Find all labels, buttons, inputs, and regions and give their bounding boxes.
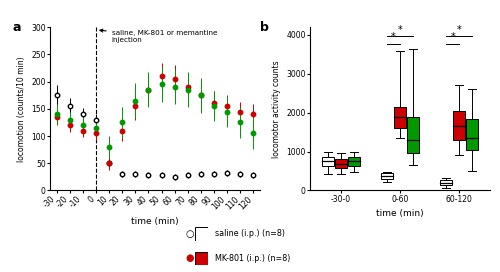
Text: saline (i.p.) (n=8): saline (i.p.) (n=8): [215, 229, 285, 239]
Bar: [335, 159, 346, 168]
Y-axis label: locomotor activity counts: locomotor activity counts: [272, 60, 281, 157]
Bar: [394, 107, 406, 128]
Y-axis label: locomotion (counts/10 min): locomotion (counts/10 min): [16, 56, 26, 162]
Text: ○: ○: [186, 229, 194, 239]
Text: *: *: [391, 32, 396, 42]
Text: b: b: [260, 21, 268, 34]
Text: ●: ●: [186, 254, 194, 263]
Bar: [466, 119, 478, 150]
X-axis label: time (min): time (min): [131, 217, 179, 226]
Bar: [454, 111, 465, 140]
X-axis label: time (min): time (min): [376, 209, 424, 218]
Bar: [322, 157, 334, 166]
Text: MK-801 (i.p.) (n=8): MK-801 (i.p.) (n=8): [215, 254, 290, 263]
Text: *: *: [457, 24, 462, 35]
Bar: [407, 117, 419, 153]
Text: *: *: [398, 24, 402, 35]
Bar: [381, 173, 393, 179]
Bar: [348, 157, 360, 166]
Text: *: *: [450, 32, 455, 42]
Text: saline, MK-801 or memantine
injection: saline, MK-801 or memantine injection: [100, 29, 217, 43]
Text: a: a: [12, 21, 20, 34]
Bar: [440, 180, 452, 185]
